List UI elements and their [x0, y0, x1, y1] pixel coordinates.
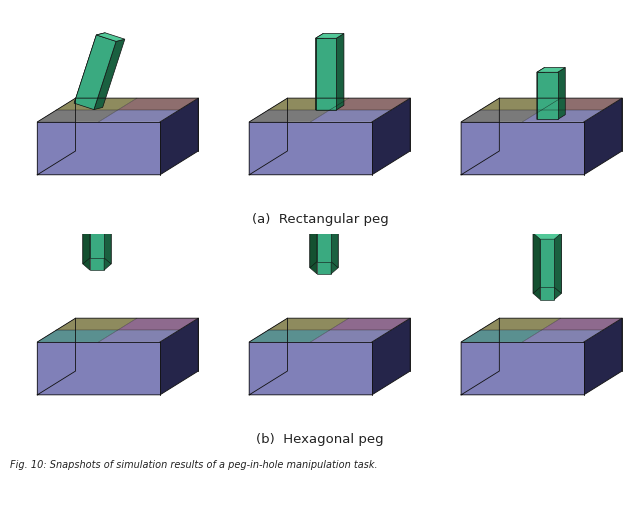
- Polygon shape: [37, 123, 160, 176]
- Polygon shape: [90, 198, 104, 259]
- Polygon shape: [310, 208, 317, 274]
- Polygon shape: [310, 111, 391, 123]
- Polygon shape: [249, 123, 372, 176]
- Polygon shape: [310, 202, 317, 268]
- Polygon shape: [461, 319, 499, 395]
- Polygon shape: [90, 210, 104, 271]
- Polygon shape: [83, 198, 111, 210]
- Polygon shape: [336, 35, 344, 111]
- Polygon shape: [584, 99, 622, 176]
- Polygon shape: [83, 204, 90, 271]
- Polygon shape: [541, 99, 622, 111]
- Polygon shape: [249, 343, 372, 395]
- Polygon shape: [461, 111, 541, 123]
- Polygon shape: [533, 228, 561, 240]
- Polygon shape: [56, 99, 137, 111]
- Polygon shape: [249, 330, 330, 343]
- Polygon shape: [317, 214, 331, 274]
- Polygon shape: [461, 330, 541, 343]
- Polygon shape: [540, 240, 554, 300]
- Polygon shape: [522, 330, 603, 343]
- Polygon shape: [537, 68, 565, 73]
- Polygon shape: [74, 36, 116, 110]
- Polygon shape: [104, 198, 111, 265]
- Polygon shape: [37, 99, 76, 176]
- Polygon shape: [310, 202, 338, 214]
- Polygon shape: [533, 234, 540, 300]
- Polygon shape: [540, 228, 554, 288]
- Polygon shape: [316, 35, 323, 111]
- Polygon shape: [537, 68, 545, 120]
- Polygon shape: [99, 111, 179, 123]
- Polygon shape: [331, 202, 338, 268]
- Polygon shape: [330, 99, 410, 111]
- Polygon shape: [316, 39, 336, 111]
- Polygon shape: [554, 234, 561, 300]
- Polygon shape: [310, 330, 391, 343]
- Polygon shape: [331, 208, 338, 274]
- Polygon shape: [461, 343, 584, 395]
- Polygon shape: [480, 319, 561, 330]
- Polygon shape: [372, 319, 410, 395]
- Polygon shape: [160, 99, 198, 176]
- Polygon shape: [83, 198, 90, 265]
- Text: (a)  Rectangular peg: (a) Rectangular peg: [252, 213, 388, 226]
- Polygon shape: [317, 202, 331, 262]
- Polygon shape: [118, 319, 198, 330]
- Polygon shape: [537, 73, 557, 120]
- Polygon shape: [118, 99, 198, 111]
- Polygon shape: [37, 330, 118, 343]
- Polygon shape: [99, 330, 179, 343]
- Polygon shape: [268, 319, 349, 330]
- Polygon shape: [249, 99, 287, 176]
- Polygon shape: [522, 111, 603, 123]
- Polygon shape: [541, 319, 622, 330]
- Polygon shape: [37, 319, 76, 395]
- Polygon shape: [372, 99, 410, 176]
- Polygon shape: [37, 111, 118, 123]
- Text: (b)  Hexagonal peg: (b) Hexagonal peg: [256, 433, 384, 445]
- Polygon shape: [94, 40, 125, 110]
- Polygon shape: [249, 111, 330, 123]
- Polygon shape: [316, 35, 344, 39]
- Polygon shape: [97, 34, 125, 42]
- Polygon shape: [74, 34, 105, 104]
- Polygon shape: [584, 319, 622, 395]
- Polygon shape: [160, 319, 198, 395]
- Polygon shape: [461, 123, 584, 176]
- Polygon shape: [461, 99, 499, 176]
- Polygon shape: [557, 68, 565, 120]
- Polygon shape: [104, 204, 111, 271]
- Polygon shape: [330, 319, 410, 330]
- Polygon shape: [480, 99, 561, 111]
- Polygon shape: [533, 228, 540, 294]
- Polygon shape: [249, 319, 287, 395]
- Polygon shape: [37, 343, 160, 395]
- Polygon shape: [554, 228, 561, 294]
- Text: Fig. 10: Snapshots of simulation results of a peg-in-hole manipulation task.: Fig. 10: Snapshots of simulation results…: [10, 459, 377, 469]
- Polygon shape: [56, 319, 137, 330]
- Polygon shape: [268, 99, 349, 111]
